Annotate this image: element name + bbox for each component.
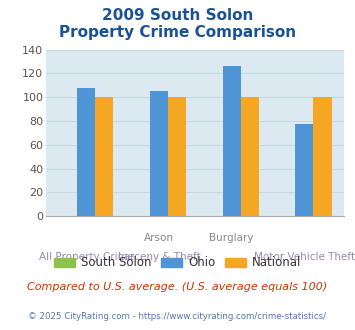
Text: All Property Crime: All Property Crime [39,252,134,262]
Bar [77,87,95,216]
Bar [295,124,313,216]
Text: Property Crime Comparison: Property Crime Comparison [59,25,296,40]
Bar [223,66,241,216]
Legend: South Solon, Ohio, National: South Solon, Ohio, National [49,252,306,274]
Text: Larceny & Theft: Larceny & Theft [118,252,200,262]
Bar [150,91,168,216]
Bar [168,97,186,216]
Text: Compared to U.S. average. (U.S. average equals 100): Compared to U.S. average. (U.S. average … [27,282,328,292]
Text: Arson: Arson [144,233,174,243]
Bar [241,97,259,216]
Text: © 2025 CityRating.com - https://www.cityrating.com/crime-statistics/: © 2025 CityRating.com - https://www.city… [28,312,327,321]
Bar [313,97,332,216]
Text: Motor Vehicle Theft: Motor Vehicle Theft [254,252,355,262]
Text: 2009 South Solon: 2009 South Solon [102,8,253,23]
Bar [95,97,114,216]
Text: Burglary: Burglary [209,233,254,243]
